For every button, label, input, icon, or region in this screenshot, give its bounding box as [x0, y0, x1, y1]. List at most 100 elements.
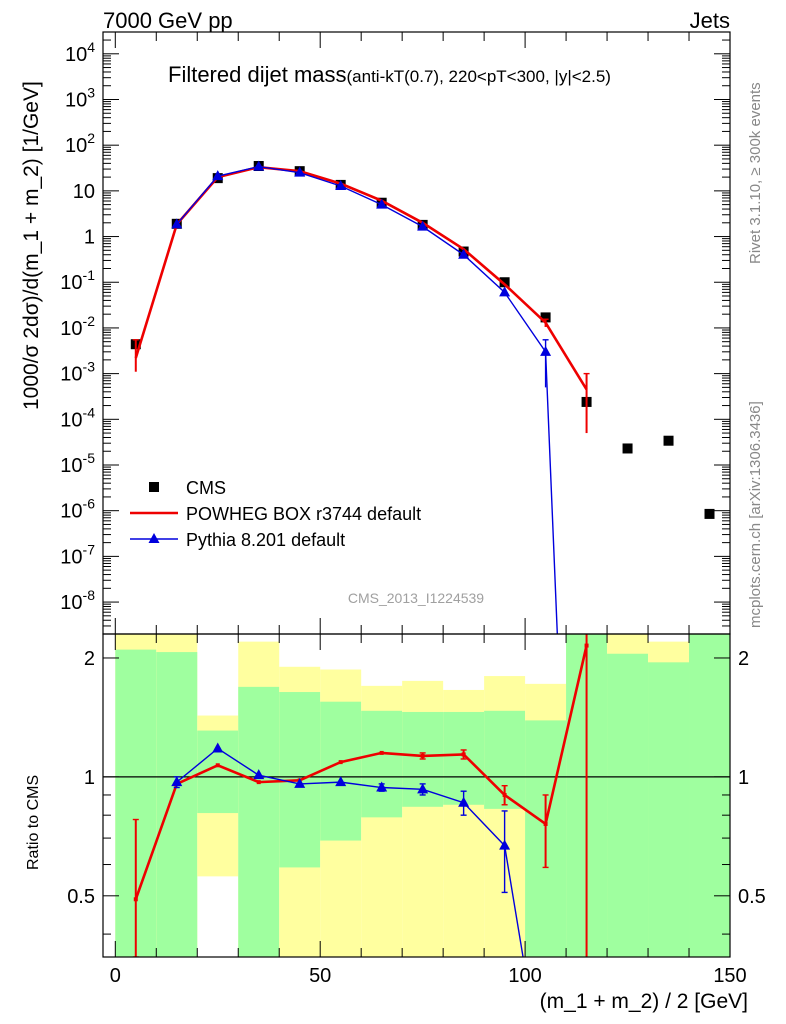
ratio-y-tick-label: 1	[84, 767, 95, 789]
main-title: Filtered dijet mass(anti-kT(0.7), 220<pT…	[168, 62, 611, 87]
main-panel	[130, 160, 715, 634]
tick-base: 10	[60, 455, 82, 477]
main-y-tick-label: 10-4	[60, 404, 95, 431]
tick-exponent: 4	[87, 39, 95, 55]
main-y-tick-label: 10-5	[60, 450, 95, 477]
ratio-powheg-box-r3744-default-marker	[338, 760, 343, 765]
cms-point	[499, 277, 510, 288]
main-y-tick-label: 10-1	[60, 267, 95, 294]
ratio-powheg-box-r3744-default-marker	[133, 897, 138, 902]
main-y-tick-label: 10-8	[60, 587, 95, 614]
pythia-8-201-default-marker	[294, 166, 306, 177]
ratio-powheg-box-r3744-default-marker	[379, 750, 384, 755]
powheg-box-r3744-default-line	[134, 165, 588, 391]
ratio-pythia-8-201-default-marker	[171, 776, 183, 787]
x-tick-label: 0	[110, 965, 121, 987]
green-band-bin	[607, 653, 649, 957]
tick-base: 10	[60, 409, 82, 431]
cms-point	[704, 508, 715, 519]
legend-label: Pythia 8.201 default	[186, 530, 345, 550]
x-tick-label: 100	[508, 965, 541, 987]
main-title-sub: (anti-kT(0.7), 220<pT<300, |y|<2.5)	[347, 67, 611, 86]
ratio-frame	[102, 633, 731, 958]
ratio-powheg-box-r3744-default-line	[134, 645, 588, 900]
legend-cms-marker	[149, 482, 159, 492]
x-axis-label: (m_1 + m_2) / 2 [GeV]	[540, 990, 748, 1013]
main-y-tick-label: 104	[65, 39, 95, 66]
legend-label: POWHEG BOX r3744 default	[186, 504, 421, 524]
ratio-y-tick-label-right: 1	[738, 767, 749, 789]
axis-ticks	[103, 31, 731, 957]
cms-point	[540, 312, 551, 323]
tick-base: 10	[65, 44, 87, 66]
tick-base: 10	[60, 364, 82, 386]
ratio-pythia-8-201-default-marker	[253, 769, 265, 780]
tick-base: 10	[60, 318, 82, 340]
pythia-8-201-default-marker	[417, 220, 429, 231]
ratio-powheg-box-r3744-default-marker	[215, 763, 220, 768]
tick-exponent: 3	[87, 84, 95, 100]
pythia-8-201-default-marker	[540, 345, 552, 356]
green-band-bin	[156, 652, 198, 957]
legend: CMS POWHEG BOX r3744 default Pythia 8.201 …	[130, 478, 421, 550]
legend-label: CMS	[186, 478, 226, 498]
ratio-y-axis-label: Ratio to CMS	[25, 775, 42, 870]
rivet-label: Rivet 3.1.10, ≥ 300k events	[747, 82, 764, 264]
main-y-tick-label: 10-3	[60, 359, 95, 386]
legend-triangle-marker	[148, 533, 160, 543]
mcplots-label: mcplots.cern.ch [arXiv:1306.3436]	[747, 401, 764, 628]
ratio-y-tick-label-right: 2	[738, 648, 749, 670]
main-y-axis-label: 1000/σ 2dσ)/d(m_1 + m_2) [1/GeV]	[20, 81, 43, 410]
tick-exponent: -5	[83, 450, 96, 466]
y-tick-labels: 10-810-710-610-510-410-310-210-111010210…	[60, 39, 766, 987]
main-y-tick-label: 10-2	[60, 313, 95, 340]
ratio-pythia-8-201-default-marker	[458, 796, 470, 807]
ratio-y-tick-label-right: 0.5	[738, 886, 766, 908]
tick-base: 10	[65, 135, 87, 157]
main-y-tick-label: 1	[84, 227, 95, 249]
tick-base: 10	[60, 592, 82, 614]
header-left: 7000 GeV pp	[103, 8, 233, 33]
cms-point	[663, 435, 674, 446]
main-y-tick-label: 10-7	[60, 541, 95, 568]
ratio-pythia-8-201-default-marker	[294, 777, 306, 788]
green-band-bin	[648, 662, 690, 957]
tick-exponent: -4	[83, 404, 96, 420]
tick-exponent: -6	[83, 496, 96, 512]
tick-exponent: -1	[83, 267, 96, 283]
tick-base: 10	[60, 501, 82, 523]
tick-exponent: -7	[83, 541, 96, 557]
ratio-powheg-box-r3744-default-marker	[461, 752, 466, 757]
tick-exponent: -2	[83, 313, 96, 329]
pythia-8-201-default-line	[176, 165, 559, 634]
x-tick-label: 50	[309, 965, 331, 987]
ratio-powheg-box-r3744-default-marker	[502, 792, 507, 797]
pythia-8-201-default-marker	[458, 248, 470, 259]
pythia-8-201-default-marker	[499, 286, 511, 297]
pythia-8-201-default-marker	[335, 179, 347, 190]
green-band-bin	[238, 686, 280, 957]
x-tick-label: 150	[713, 965, 746, 987]
pythia-8-201-default-marker	[171, 218, 183, 229]
ratio-pythia-8-201-default-marker	[417, 783, 429, 794]
ratio-pythia-8-201-default-line	[176, 747, 524, 957]
main-y-tick-label: 10-6	[60, 496, 95, 523]
ratio-powheg-box-r3744-default-marker	[420, 753, 425, 758]
tick-exponent: -8	[83, 587, 96, 603]
ratio-panel	[103, 634, 730, 957]
tick-exponent: 2	[87, 130, 95, 146]
main-y-tick-label: 102	[65, 130, 95, 157]
ratio-pythia-8-201-default-marker	[376, 781, 388, 792]
watermark: CMS_2013_I1224539	[348, 590, 484, 606]
tick-base: 10	[60, 272, 82, 294]
ratio-y-tick-label: 0.5	[67, 886, 95, 908]
ratio-y-tick-label: 2	[84, 648, 95, 670]
pythia-8-201-default-marker	[212, 170, 224, 181]
main-y-tick-label: 10	[73, 181, 95, 203]
main-series	[130, 160, 715, 634]
pythia-8-201-default-marker	[253, 160, 265, 171]
tick-base: 10	[60, 546, 82, 568]
ratio-powheg-box-r3744-default-marker	[256, 780, 261, 785]
green-band-bin	[320, 701, 362, 841]
